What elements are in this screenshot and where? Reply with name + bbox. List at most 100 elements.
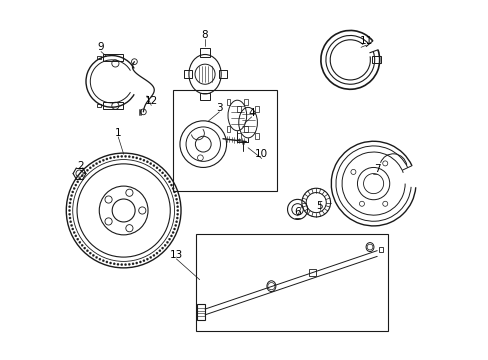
- Bar: [255, 107, 258, 112]
- Circle shape: [161, 172, 163, 174]
- Circle shape: [79, 241, 81, 243]
- Circle shape: [72, 228, 74, 230]
- Circle shape: [105, 196, 112, 203]
- Circle shape: [68, 206, 71, 208]
- Bar: [172, 90, 276, 191]
- Circle shape: [68, 213, 71, 215]
- Circle shape: [139, 158, 141, 160]
- Bar: [371, 55, 380, 63]
- Circle shape: [161, 247, 163, 249]
- Circle shape: [128, 156, 130, 158]
- Circle shape: [95, 256, 98, 258]
- Circle shape: [173, 228, 175, 230]
- Text: 10: 10: [255, 149, 268, 159]
- Circle shape: [172, 231, 174, 234]
- Circle shape: [163, 175, 166, 177]
- Circle shape: [174, 194, 177, 197]
- Circle shape: [81, 244, 83, 246]
- Bar: [255, 134, 258, 139]
- Bar: [244, 126, 247, 132]
- Circle shape: [176, 213, 179, 215]
- Circle shape: [89, 167, 91, 169]
- Text: 7: 7: [373, 164, 380, 174]
- Circle shape: [79, 177, 81, 180]
- Text: 8: 8: [202, 30, 208, 40]
- Circle shape: [92, 165, 94, 167]
- Text: 1: 1: [115, 128, 122, 138]
- Circle shape: [135, 262, 138, 264]
- Circle shape: [168, 238, 170, 240]
- Bar: [97, 104, 101, 107]
- Circle shape: [175, 198, 177, 200]
- Bar: [102, 54, 122, 60]
- Text: 9: 9: [98, 42, 104, 52]
- Bar: [226, 126, 230, 132]
- Circle shape: [170, 235, 172, 237]
- Circle shape: [92, 254, 94, 256]
- Circle shape: [149, 162, 151, 165]
- Circle shape: [168, 181, 170, 183]
- Text: 3: 3: [216, 103, 222, 113]
- Bar: [97, 55, 101, 59]
- Circle shape: [75, 184, 77, 186]
- Circle shape: [109, 262, 111, 264]
- Bar: [199, 93, 210, 100]
- Circle shape: [146, 161, 148, 163]
- Text: 5: 5: [316, 201, 323, 211]
- Bar: [237, 134, 241, 139]
- Text: 13: 13: [169, 249, 183, 260]
- Circle shape: [95, 162, 98, 165]
- Bar: [218, 70, 226, 78]
- Circle shape: [105, 261, 108, 263]
- Circle shape: [176, 210, 179, 212]
- Circle shape: [70, 194, 73, 197]
- Circle shape: [89, 252, 91, 254]
- Circle shape: [175, 221, 177, 223]
- Circle shape: [132, 263, 134, 265]
- Circle shape: [69, 198, 72, 200]
- Text: 6: 6: [294, 207, 300, 217]
- Circle shape: [75, 235, 77, 237]
- Circle shape: [117, 263, 119, 265]
- Circle shape: [156, 252, 158, 254]
- Bar: [244, 99, 247, 105]
- Circle shape: [69, 221, 72, 223]
- Circle shape: [153, 254, 155, 256]
- Circle shape: [156, 167, 158, 169]
- Circle shape: [77, 238, 79, 240]
- Circle shape: [159, 169, 161, 171]
- Circle shape: [142, 260, 145, 262]
- Circle shape: [149, 256, 151, 258]
- Circle shape: [125, 189, 133, 196]
- Circle shape: [70, 224, 73, 226]
- Circle shape: [73, 188, 75, 189]
- Circle shape: [73, 231, 75, 234]
- Circle shape: [113, 156, 115, 158]
- Circle shape: [174, 224, 177, 226]
- Circle shape: [83, 247, 85, 249]
- Circle shape: [99, 161, 101, 163]
- Circle shape: [72, 191, 74, 193]
- Circle shape: [128, 263, 130, 265]
- Circle shape: [83, 172, 85, 174]
- Circle shape: [176, 217, 178, 219]
- Circle shape: [124, 155, 126, 157]
- Circle shape: [105, 218, 112, 225]
- Bar: [378, 247, 383, 252]
- Circle shape: [77, 181, 79, 183]
- Circle shape: [68, 210, 70, 212]
- Bar: [102, 102, 122, 109]
- Circle shape: [176, 202, 178, 204]
- Text: 2: 2: [77, 161, 83, 171]
- Circle shape: [124, 264, 126, 266]
- Circle shape: [113, 263, 115, 265]
- Text: 12: 12: [144, 96, 158, 106]
- Circle shape: [142, 159, 145, 161]
- Circle shape: [170, 184, 172, 186]
- Bar: [184, 70, 192, 78]
- Circle shape: [132, 156, 134, 158]
- Circle shape: [117, 156, 119, 158]
- Circle shape: [125, 225, 133, 232]
- Circle shape: [159, 249, 161, 252]
- Bar: [199, 48, 210, 57]
